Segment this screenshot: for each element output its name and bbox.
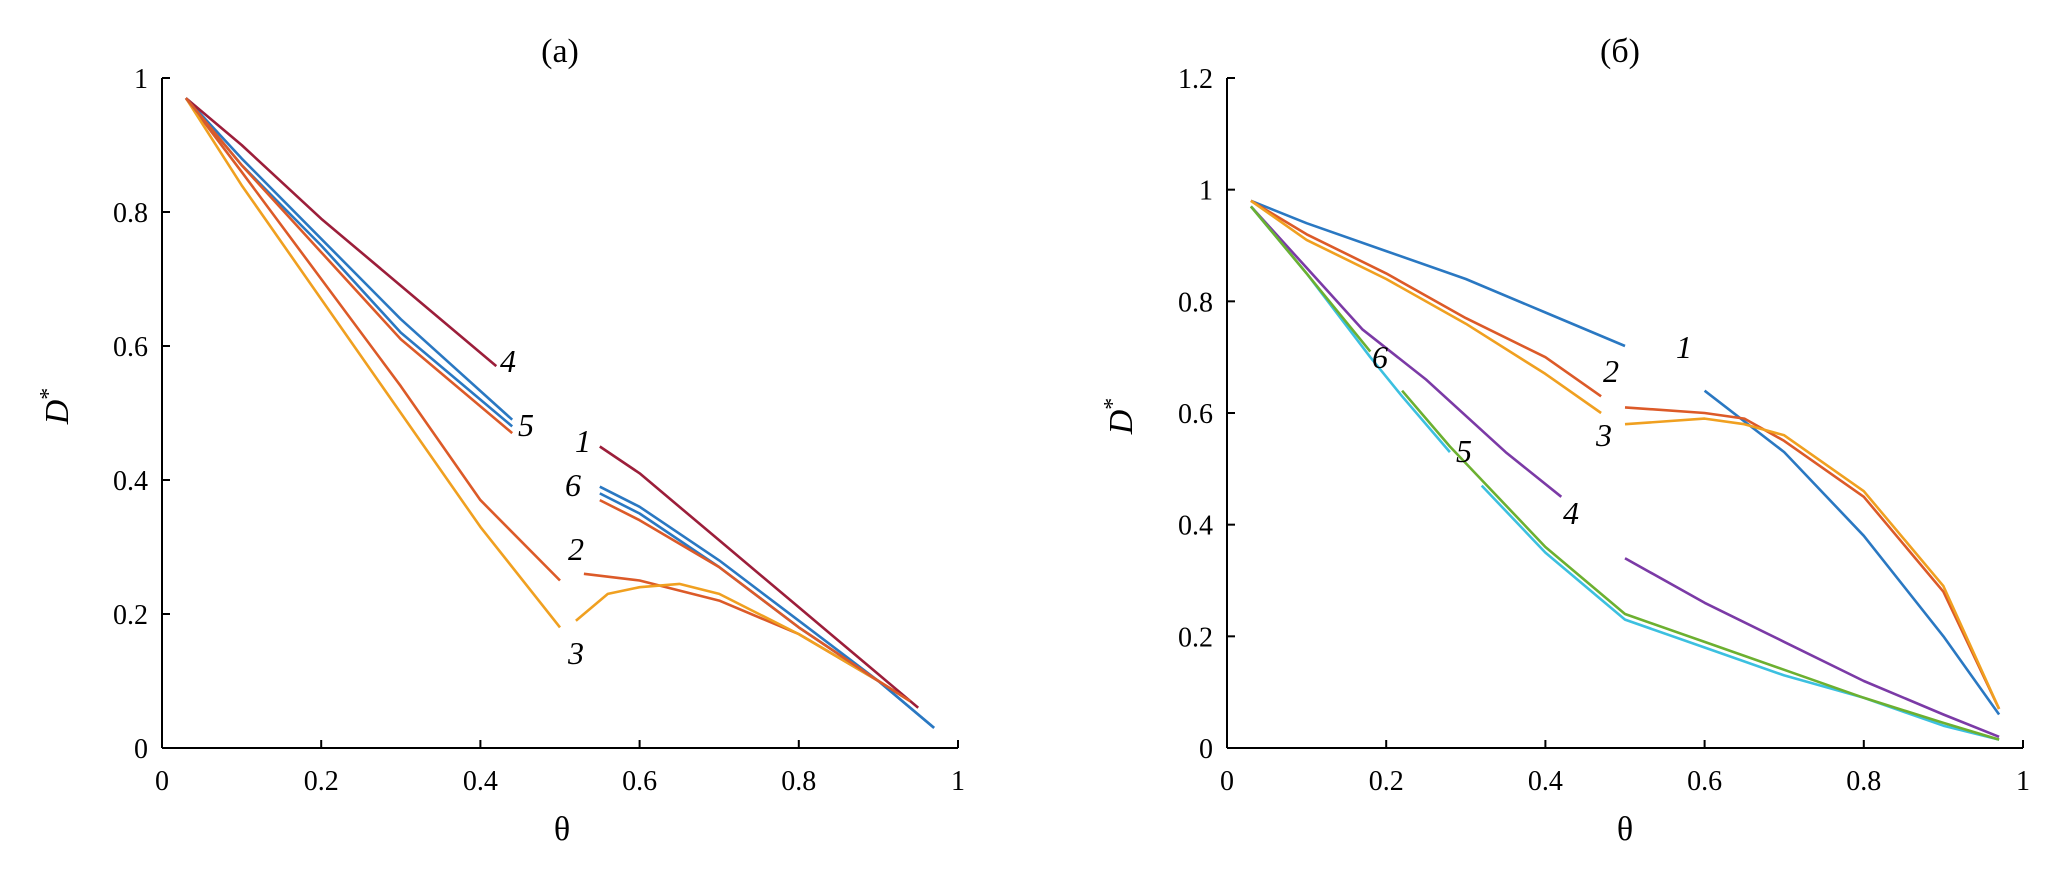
panel-a-series-3 [575, 582, 911, 703]
chart-panel-a: (а) 0 0.2 0.4 0.6 0.8 1 0 0.2 0.4 0.6 0.8 1 θ D* 1 … [36, 33, 965, 848]
panel-b-x-tick-label: 0.6 [1687, 766, 1722, 797]
panel-b-y-tick-label: 0.4 [1178, 511, 1213, 542]
panel-b-curve-label-3: 3 [1595, 417, 1612, 453]
panel-b-y-tick-label: 1 [1199, 176, 1213, 207]
panel-a-series-1 [599, 485, 935, 729]
panel-b-x-tick-label: 0.2 [1369, 766, 1404, 797]
panel-b-y-tick-label: 0.8 [1178, 287, 1213, 318]
panel-a-y-tick-label: 1 [134, 64, 148, 95]
panel-a-curve-label-3: 3 [567, 635, 584, 671]
panel-b-y-label-main: D [1103, 409, 1140, 435]
panel-a-y-label-sup: * [36, 388, 62, 400]
panel-a-y-tick-label: 0.6 [113, 332, 148, 363]
panel-a-x-tick-label: 0.8 [781, 766, 816, 797]
panel-b-x-tick-label: 0.4 [1528, 766, 1563, 797]
panel-b-y-tick-label: 0.6 [1178, 399, 1213, 430]
panel-a-series-2 [184, 97, 561, 582]
panel-b-curve-label-2: 2 [1603, 353, 1619, 389]
panel-b-curve-label-6: 6 [1372, 339, 1388, 375]
panel-a-title: (а) [541, 33, 579, 70]
panel-a-x-tick-label: 0.4 [463, 766, 498, 797]
panel-b-x-tick-label: 0 [1220, 766, 1234, 797]
panel-a-curve-label-4: 4 [500, 343, 516, 379]
panel-b-x-tick-label: 0.8 [1846, 766, 1881, 797]
panel-a-series-4 [185, 97, 498, 368]
panel-a-x-label: θ [554, 811, 570, 848]
panel-b-series-4 [1624, 557, 2000, 739]
panel-a-x-tick-label: 1 [951, 766, 965, 797]
panel-b-y-tick-label: 1.2 [1178, 64, 1213, 95]
panel-b-series-6 [1249, 205, 1372, 353]
panel-b-series-5 [1480, 484, 2000, 741]
panel-a-y-label: D* [36, 388, 76, 426]
panel-a-axes: 0 0.2 0.4 0.6 0.8 1 0 0.2 0.4 0.6 0.8 1 [113, 64, 965, 797]
panel-a-curve-label-5: 5 [518, 407, 534, 443]
panel-b-y-label-sup: * [1100, 398, 1126, 410]
panel-a-curve-label-1: 1 [575, 423, 591, 459]
panel-b-y-tick-label: 0.2 [1178, 622, 1213, 653]
panel-a-y-tick-label: 0 [134, 734, 148, 765]
panel-b-title: (б) [1600, 33, 1640, 70]
panel-a-series-6 [184, 97, 514, 435]
panel-a-y-tick-label: 0.2 [113, 600, 148, 631]
panel-a-series-2 [583, 572, 911, 703]
panel-b-axes: 0 0.2 0.4 0.6 0.8 1 0 0.2 0.4 0.6 0.8 1 1.2 [1178, 64, 2030, 797]
panel-b-y-tick-label: 0 [1199, 734, 1213, 765]
panel-b-series-4 [1249, 205, 1563, 498]
panel-a-series-6 [599, 498, 911, 703]
panel-b-series [1249, 199, 2001, 741]
panel-a-x-tick-label: 0 [155, 766, 169, 797]
panel-a-x-tick-label: 0.2 [304, 766, 339, 797]
panel-b-series-1 [1250, 199, 1626, 348]
panel-a-curve-label-6: 6 [565, 467, 581, 503]
panel-a-curve-label-2: 2 [568, 531, 584, 567]
panel-a-y-label-main: D [39, 399, 76, 425]
panel-a-series-5 [599, 492, 935, 729]
panel-b-x-tick-label: 1 [2016, 766, 2030, 797]
panel-b-x-label: θ [1617, 811, 1633, 848]
panel-b-series-3 [1624, 417, 2001, 710]
panel-b-curve-label-1: 1 [1676, 329, 1692, 365]
panel-b-y-label: D* [1100, 398, 1140, 436]
panel-b-series-2 [1624, 406, 2001, 710]
panel-a-series-1 [184, 97, 514, 421]
panel-b-series-6 [1401, 389, 2000, 741]
panel-a-y-tick-label: 0.8 [113, 198, 148, 229]
panel-a-y-tick-label: 0.4 [113, 466, 148, 497]
panel-a-x-tick-label: 0.6 [622, 766, 657, 797]
panel-b-series-2 [1250, 199, 1602, 398]
panel-a-series-4 [599, 445, 920, 709]
panel-b-curve-labels: 1 2 3 4 5 6 [1372, 329, 1692, 531]
panel-a-curve-labels: 1 2 3 4 5 6 [500, 343, 591, 671]
panel-b-curve-label-5: 5 [1456, 433, 1472, 469]
chart-panel-b: (б) 0 0.2 0.4 0.6 0.8 1 0 0.2 0.4 0.6 0.8 1 1.2 θ D*… [1100, 33, 2030, 848]
panel-a-series-3 [184, 97, 562, 629]
panel-b-curve-label-4: 4 [1563, 495, 1579, 531]
panel-a-series [184, 97, 935, 729]
panel-b-series-1 [1703, 389, 2001, 716]
panel-b-series-3 [1250, 199, 1602, 415]
